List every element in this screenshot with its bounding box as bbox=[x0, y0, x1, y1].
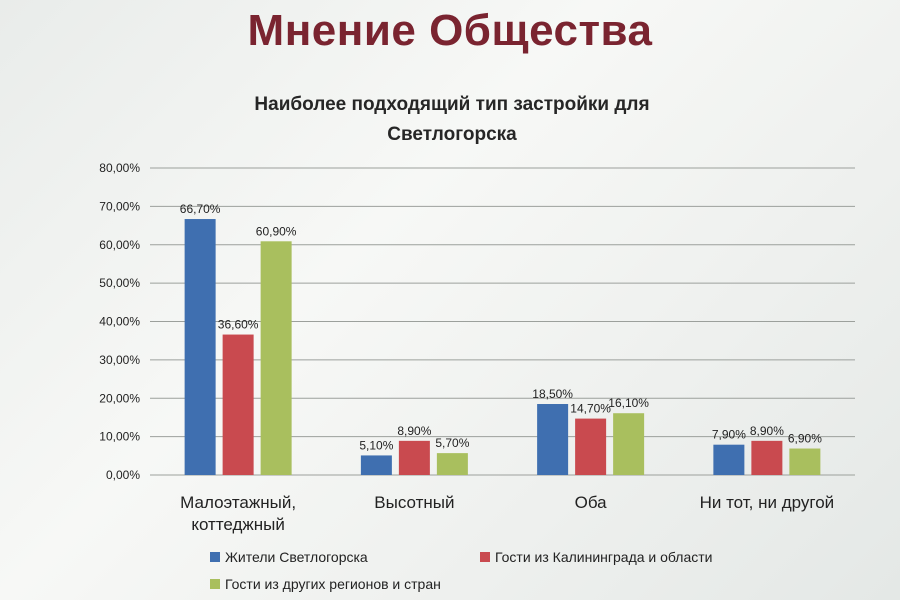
legend-label: Гости из других регионов и стран bbox=[225, 576, 441, 592]
chart-title: Наиболее подходящий тип застройки для Све… bbox=[254, 94, 649, 145]
bar bbox=[537, 404, 569, 475]
y-tick-label: 0,00% bbox=[106, 468, 140, 482]
data-label: 8,90% bbox=[397, 424, 431, 438]
data-label: 5,70% bbox=[435, 436, 469, 450]
data-label: 66,70% bbox=[180, 202, 221, 216]
bars bbox=[184, 219, 821, 475]
legend-label: Гости из Калининграда и области bbox=[495, 549, 713, 565]
bar bbox=[751, 440, 783, 475]
data-label: 8,90% bbox=[750, 424, 784, 438]
category-label: коттеджный bbox=[191, 515, 285, 534]
legend-swatch bbox=[210, 552, 220, 562]
y-tick-label: 60,00% bbox=[99, 238, 140, 252]
category-label: Малоэтажный, bbox=[180, 493, 296, 512]
data-label: 6,90% bbox=[788, 432, 822, 446]
data-label: 5,10% bbox=[359, 438, 393, 452]
y-tick-label: 50,00% bbox=[99, 276, 140, 290]
bar bbox=[398, 440, 430, 475]
category-label: Высотный bbox=[374, 493, 454, 512]
bar bbox=[613, 413, 645, 475]
bar bbox=[436, 453, 468, 475]
y-tick-label: 10,00% bbox=[99, 430, 140, 444]
data-label: 7,90% bbox=[712, 428, 746, 442]
bar bbox=[184, 219, 216, 475]
bar bbox=[360, 455, 392, 475]
legend-swatch bbox=[210, 579, 220, 589]
chart-title-line: Наиболее подходящий тип застройки для bbox=[254, 94, 649, 115]
y-tick-label: 40,00% bbox=[99, 315, 140, 329]
data-label: 36,60% bbox=[218, 318, 259, 332]
bar bbox=[789, 448, 821, 475]
data-label: 16,10% bbox=[608, 396, 649, 410]
slide-title: Мнение Общества bbox=[247, 6, 653, 55]
data-labels: 66,70%36,60%60,90%5,10%8,90%5,70%18,50%1… bbox=[180, 202, 822, 452]
category-labels: Малоэтажный, коттеджный Высотный Оба Ни тот,… bbox=[180, 493, 834, 534]
bar bbox=[260, 241, 292, 475]
data-label: 18,50% bbox=[532, 387, 573, 401]
legend: Жители Светлогорска Гости из Калининграда… bbox=[210, 549, 713, 592]
y-tick-label: 80,00% bbox=[99, 161, 140, 175]
chart-title-line: Светлогорска bbox=[387, 124, 517, 145]
data-label: 14,70% bbox=[570, 402, 611, 416]
data-label: 60,90% bbox=[256, 224, 297, 238]
category-label: Ни тот, ни другой bbox=[700, 493, 835, 512]
y-tick-label: 30,00% bbox=[99, 353, 140, 367]
y-axis-ticks: 0,00% 10,00% 20,00% 30,00% 40,00% 50,00% 60,00… bbox=[99, 161, 140, 482]
legend-label: Жители Светлогорска bbox=[225, 549, 368, 565]
legend-swatch bbox=[480, 552, 490, 562]
category-label: Оба bbox=[575, 493, 608, 512]
y-tick-label: 70,00% bbox=[99, 199, 140, 213]
bar bbox=[713, 444, 745, 475]
y-tick-label: 20,00% bbox=[99, 391, 140, 405]
bar bbox=[222, 334, 254, 475]
bar bbox=[575, 418, 607, 475]
